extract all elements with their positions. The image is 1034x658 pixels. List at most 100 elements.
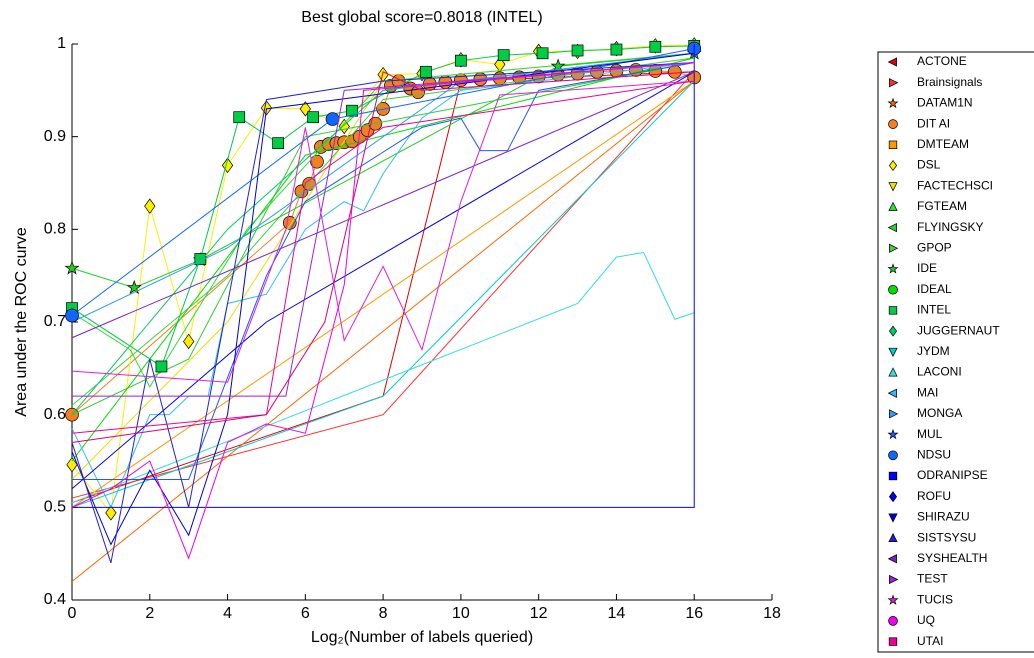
y-tick-label: 0.4 [44, 591, 66, 608]
legend-label: JYDM [917, 344, 950, 358]
marker [888, 367, 898, 377]
x-tick-label: 10 [452, 605, 470, 622]
marker [888, 532, 898, 543]
marker [183, 333, 195, 350]
legend-label: FGTEAM [917, 199, 967, 213]
series-line [71, 80, 695, 508]
marker [310, 154, 324, 169]
marker [550, 58, 566, 73]
marker [888, 159, 898, 172]
marker [346, 104, 358, 117]
marker [888, 325, 898, 337]
series-line [72, 44, 695, 508]
legend-label: ACTONE [917, 54, 967, 68]
marker [610, 43, 623, 56]
marker [887, 57, 897, 67]
marker [536, 47, 549, 60]
series-line [71, 80, 695, 508]
legend-label: FACTECHSCI [917, 178, 993, 192]
legend-label: DSL [917, 158, 941, 172]
marker [888, 201, 898, 211]
chart-title: Best global score=0.8018 (INTEL) [301, 9, 542, 26]
legend-label: INTEL [917, 303, 951, 317]
legend-label: MAI [917, 385, 938, 399]
marker [888, 119, 898, 129]
marker [888, 347, 898, 358]
marker [888, 513, 898, 523]
marker [105, 505, 117, 521]
legend-label: IDE [917, 261, 937, 275]
series-line [71, 52, 695, 546]
legend-label: ROFU [917, 489, 951, 503]
series-line [71, 80, 695, 582]
y-tick-label: 0.7 [44, 313, 66, 330]
y-tick-label: 0.6 [44, 406, 66, 423]
series-line [71, 52, 695, 388]
series-line [72, 62, 695, 481]
y-tick-label: 1 [57, 35, 66, 52]
marker [155, 360, 168, 373]
marker [889, 574, 899, 585]
series-line [71, 71, 695, 490]
marker [64, 260, 80, 275]
y-axis-label: Area under the ROC curve [13, 227, 30, 417]
marker [887, 594, 899, 605]
marker [887, 222, 897, 233]
x-tick-label: 4 [223, 605, 232, 622]
marker [126, 279, 142, 295]
plot-area: 0 2 4 6 8 10 12 14 16 18 0.4 0.5 0.6 0.7 0.8 0.9 1 [44, 35, 781, 622]
series-line [71, 62, 695, 560]
marker [65, 308, 79, 323]
series-line [72, 62, 695, 397]
x-tick-label: 0 [68, 605, 77, 622]
series-line [71, 80, 695, 434]
marker [889, 409, 899, 419]
marker [888, 284, 898, 295]
series-line [71, 71, 695, 443]
marker [66, 456, 78, 473]
legend-label: IDEAL [917, 282, 952, 296]
marker [888, 471, 898, 481]
marker [888, 450, 898, 461]
series-line [71, 62, 695, 416]
marker [455, 54, 467, 67]
marker [571, 44, 584, 57]
marker [411, 85, 425, 100]
marker [887, 263, 899, 274]
legend-label: UQ [917, 613, 935, 627]
legend-label: DIT AI [917, 116, 950, 130]
marker [887, 554, 897, 564]
marker [887, 388, 897, 398]
x-tick-label: 2 [145, 605, 154, 622]
marker [887, 97, 899, 109]
legend-label: GPOP [917, 240, 952, 254]
legend-label: NDSU [917, 447, 951, 461]
legend-label: ODRANIPSE [917, 468, 988, 482]
legend-label: DATAM1N [917, 96, 973, 110]
series-line [71, 251, 695, 504]
series-line [71, 62, 695, 564]
marker [888, 491, 898, 503]
marker [888, 616, 898, 626]
x-tick-label: 18 [763, 605, 781, 622]
marker [420, 65, 432, 78]
marker [888, 140, 898, 149]
x-tick-label: 14 [608, 605, 626, 622]
legend-label: SYSHEALTH [917, 551, 987, 565]
legend-label: Brainsignals [917, 75, 982, 89]
x-tick-label: 12 [530, 605, 548, 622]
marker [233, 111, 246, 124]
marker [307, 111, 319, 124]
y-tick-label: 0.8 [44, 221, 66, 238]
legend-label: SISTSYSU [917, 530, 976, 544]
x-tick-label: 8 [379, 605, 388, 622]
x-tick-label: 16 [685, 605, 703, 622]
legend-label: TUCIS [917, 592, 953, 606]
legend-label: FLYINGSKY [917, 220, 983, 234]
marker [888, 182, 898, 192]
legend-label: MUL [917, 427, 943, 441]
legend-label: LACONI [917, 365, 962, 379]
marker [194, 253, 207, 265]
